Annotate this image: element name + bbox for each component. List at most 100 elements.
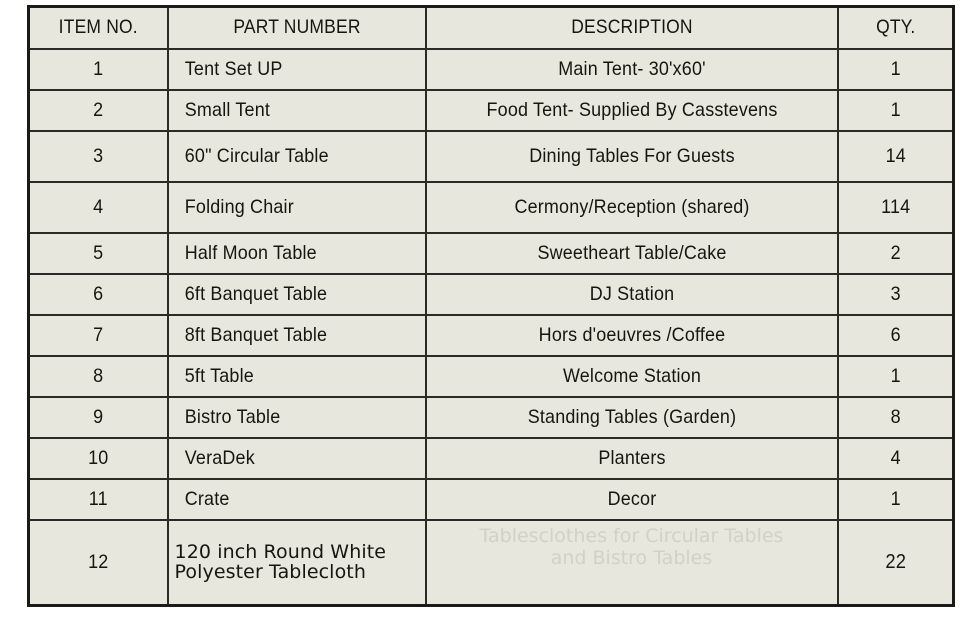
cell-qty-text: 22 — [884, 550, 906, 573]
cell-qty-text: 1 — [890, 365, 901, 387]
cell-item-no: 8 — [27, 355, 169, 398]
cell-qty: 6 — [836, 314, 955, 357]
cell-qty-text: 8 — [890, 406, 901, 428]
cell-qty: 1 — [836, 48, 955, 91]
cell-qty-text: 114 — [880, 196, 910, 218]
cell-qty-text: 6 — [890, 324, 901, 346]
cell-part-number-text: Tent Set UP — [184, 58, 283, 80]
cell-qty-text: 2 — [890, 242, 901, 264]
cell-qty: 22 — [836, 519, 955, 606]
cell-description-text: Dining Tables For Guests — [528, 145, 735, 167]
cell-item-no-text: 11 — [88, 488, 108, 510]
cell-part-number-text: Crate — [184, 488, 230, 510]
cell-part-number: 8ft Banquet Table — [166, 314, 427, 357]
bill-of-materials: ITEM NO. PART NUMBER DESCRIPTION QTY. 1 … — [27, 5, 955, 608]
cell-item-no-text: 10 — [88, 447, 109, 469]
cell-description: Main Tent- 30'x60' — [424, 48, 839, 91]
cell-item-no: 2 — [27, 89, 169, 132]
table-row: 10 VeraDek Planters 4 — [27, 437, 955, 480]
cell-part-number: 120 inch Round White Polyester Tableclot… — [166, 519, 427, 606]
cell-description-ghost-text: Tablesclothes for Circular Tables and Bi… — [479, 525, 784, 570]
cell-part-number: VeraDek — [166, 437, 427, 480]
cell-qty: 114 — [836, 181, 955, 234]
cell-part-number-text: 5ft Table — [184, 365, 254, 387]
cell-item-no-text: 8 — [93, 365, 104, 387]
table-row: 3 60" Circular Table Dining Tables For G… — [27, 130, 955, 183]
cell-item-no-text: 3 — [93, 145, 104, 167]
table-row: 6 6ft Banquet Table DJ Station 3 — [27, 273, 955, 316]
cell-part-number: Small Tent — [166, 89, 427, 132]
cell-item-no-text: 2 — [93, 99, 104, 121]
cell-part-number: Crate — [166, 478, 427, 521]
cell-description: Planters — [424, 437, 839, 480]
cell-item-no: 6 — [27, 273, 169, 316]
cell-part-number: 60" Circular Table — [166, 130, 427, 183]
cell-item-no-text: 5 — [93, 242, 104, 264]
cell-part-number: Folding Chair — [166, 181, 427, 234]
cell-part-number: 6ft Banquet Table — [166, 273, 427, 316]
column-header-description: DESCRIPTION — [424, 5, 839, 50]
cell-description-text: Welcome Station — [562, 365, 701, 387]
table-row: 4 Folding Chair Cermony/Reception (share… — [27, 181, 955, 234]
table-row: 11 Crate Decor 1 — [27, 478, 955, 521]
table-row: 9 Bistro Table Standing Tables (Garden) … — [27, 396, 955, 439]
cell-item-no: 11 — [27, 478, 169, 521]
cell-part-number-text: Half Moon Table — [184, 242, 317, 264]
cell-item-no-text: 9 — [93, 406, 104, 428]
cell-description: Decor — [424, 478, 839, 521]
cell-description-text: Main Tent- 30'x60' — [557, 58, 706, 80]
cell-description: DJ Station — [424, 273, 839, 316]
cell-description-text: Standing Tables (Garden) — [527, 406, 736, 428]
cell-description-text: Planters — [597, 447, 666, 469]
cell-part-number-text: 6ft Banquet Table — [184, 283, 327, 305]
cell-part-number-text: Small Tent — [184, 99, 270, 121]
cell-part-number-text: 120 inch Round White Polyester Tableclot… — [174, 540, 387, 584]
cell-part-number-text: 60" Circular Table — [184, 145, 329, 167]
cell-part-number-text: Folding Chair — [184, 196, 294, 218]
table-row: 5 Half Moon Table Sweetheart Table/Cake … — [27, 232, 955, 275]
cell-item-no-text: 12 — [88, 550, 109, 573]
cell-qty-text: 1 — [890, 99, 901, 121]
cell-qty: 2 — [836, 232, 955, 275]
cell-item-no-text: 1 — [93, 58, 104, 80]
cell-item-no: 10 — [27, 437, 169, 480]
cell-description: Dining Tables For Guests — [424, 130, 839, 183]
column-header-part-number-label: PART NUMBER — [232, 17, 361, 38]
cell-description-text: Food Tent- Supplied By Casstevens — [486, 99, 777, 121]
cell-part-number-text: 8ft Banquet Table — [184, 324, 327, 346]
cell-item-no-text: 6 — [93, 283, 104, 305]
cell-item-no: 12 — [27, 519, 169, 606]
cell-qty-text: 1 — [890, 58, 901, 80]
cell-description-text: Cermony/Reception (shared) — [513, 196, 750, 218]
column-header-description-label: DESCRIPTION — [570, 17, 693, 38]
cell-qty: 1 — [836, 89, 955, 132]
cell-description: Tablesclothes for Circular Tables and Bi… — [424, 519, 839, 606]
cell-item-no-text: 7 — [93, 324, 104, 346]
cell-description: Hors d'oeuvres /Coffee — [424, 314, 839, 357]
cell-description: Welcome Station — [424, 355, 839, 398]
cell-qty: 3 — [836, 273, 955, 316]
cell-item-no-text: 4 — [93, 196, 104, 218]
cell-qty-text: 4 — [890, 447, 901, 469]
cell-description-text: Decor — [607, 488, 656, 510]
cell-qty-text: 14 — [885, 145, 906, 167]
column-header-item-no: ITEM NO. — [27, 5, 169, 50]
cell-qty: 1 — [836, 355, 955, 398]
cell-item-no: 3 — [27, 130, 169, 183]
table-row: 1 Tent Set UP Main Tent- 30'x60' 1 — [27, 48, 955, 91]
cell-part-number-text: VeraDek — [184, 447, 255, 469]
cell-description-text: Hors d'oeuvres /Coffee — [538, 324, 725, 346]
cell-qty: 14 — [836, 130, 955, 183]
cell-qty: 8 — [836, 396, 955, 439]
column-header-part-number: PART NUMBER — [166, 5, 427, 50]
cell-item-no: 7 — [27, 314, 169, 357]
cell-part-number: Half Moon Table — [166, 232, 427, 275]
bom-table: ITEM NO. PART NUMBER DESCRIPTION QTY. 1 … — [27, 5, 955, 607]
cell-description: Sweetheart Table/Cake — [424, 232, 839, 275]
cell-qty-text: 1 — [890, 488, 901, 510]
table-header: ITEM NO. PART NUMBER DESCRIPTION QTY. — [27, 5, 955, 50]
cell-item-no: 9 — [27, 396, 169, 439]
cell-qty: 1 — [836, 478, 955, 521]
cell-part-number: Bistro Table — [166, 396, 427, 439]
cell-description-text: Sweetheart Table/Cake — [536, 242, 727, 264]
